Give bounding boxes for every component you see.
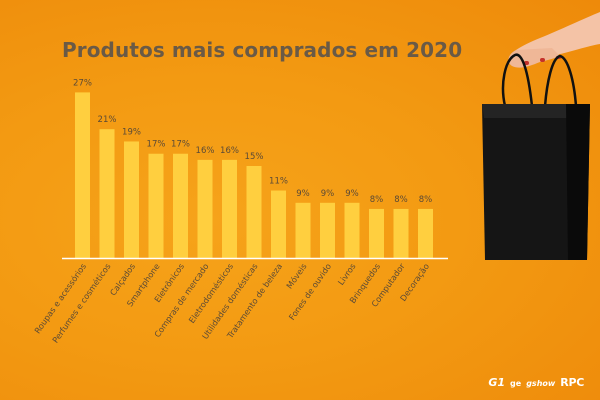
category-label: Eletrodomésticos <box>186 261 235 325</box>
category-label: Livros <box>336 261 358 287</box>
data-label: 11% <box>269 177 288 187</box>
bar <box>418 208 433 258</box>
rpc-logo: RPC <box>560 376 584 389</box>
bag-fold <box>482 104 590 118</box>
value-labels-group: 27% 21% 19% 17% 17% 16% 16% 15% 11% 9% 9% 9% 8% 8% 8% <box>73 78 432 205</box>
data-label: 8% <box>419 195 433 205</box>
bar <box>246 166 262 258</box>
bag-body <box>482 104 590 260</box>
data-label: 9% <box>296 189 310 199</box>
data-label: 9% <box>321 189 335 199</box>
bar <box>295 202 311 258</box>
data-label: 9% <box>345 189 359 199</box>
bar <box>99 129 115 258</box>
data-label: 19% <box>122 127 141 137</box>
bar <box>75 92 90 259</box>
category-label: Móveis <box>284 261 309 290</box>
data-label: 15% <box>245 152 264 162</box>
bar <box>173 153 188 258</box>
data-label: 8% <box>370 195 384 205</box>
data-label: 8% <box>394 195 408 205</box>
bar <box>393 208 409 258</box>
ge-logo: ge <box>510 379 522 388</box>
fingernail <box>540 58 545 62</box>
bars-group <box>75 92 433 259</box>
data-label: 16% <box>220 146 239 156</box>
shopping-bag-illustration <box>482 12 600 260</box>
data-label: 17% <box>147 140 166 150</box>
partner-logos: G1 ge gshow RPC <box>488 377 584 388</box>
bag-handle <box>501 53 534 107</box>
data-label: 17% <box>171 140 190 150</box>
gshow-logo: gshow <box>526 379 556 388</box>
bar <box>222 159 237 258</box>
data-label: 16% <box>196 146 215 156</box>
chart-title: Produtos mais comprados em 2020 <box>62 38 463 62</box>
bar <box>271 190 286 258</box>
bar <box>344 202 360 258</box>
data-label: 21% <box>98 115 117 125</box>
bar <box>320 202 335 258</box>
bag-handle <box>543 54 578 107</box>
bar <box>148 153 164 258</box>
data-label: 27% <box>73 78 92 88</box>
bar <box>124 141 139 258</box>
bar <box>369 208 384 258</box>
g1-logo: G1 <box>488 376 506 389</box>
bar <box>197 159 213 258</box>
hand <box>508 48 560 68</box>
bag-shading <box>566 104 590 260</box>
